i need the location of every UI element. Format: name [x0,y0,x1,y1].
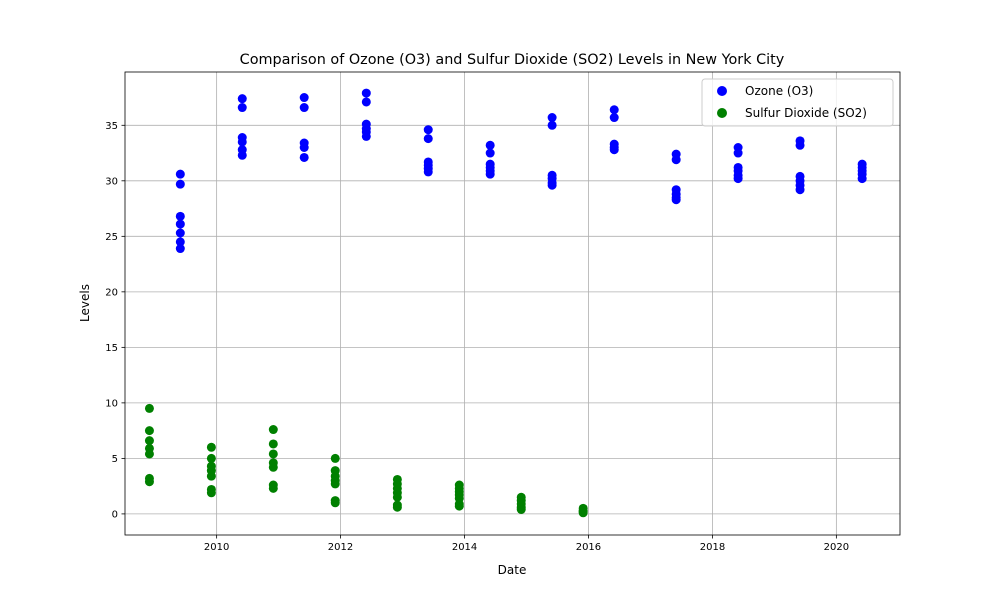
so2-point [144,449,154,459]
ozone-point [175,169,185,179]
x-tick-label: 2010 [204,542,229,553]
so2-point [330,498,340,508]
ozone-point [671,195,681,205]
ozone-point [671,155,681,165]
y-tick-label: 10 [105,398,118,409]
legend-label-so2: Sulfur Dioxide (SO2) [745,106,867,120]
so2-point [268,449,278,459]
so2-point [392,492,402,502]
ozone-point [175,211,185,221]
so2-point [206,442,216,452]
legend-box [701,78,894,127]
ozone-point [361,131,371,141]
ozone-point [423,125,433,135]
y-tick-label: 15 [105,343,118,354]
ozone-point [485,140,495,150]
legend-marker-so2 [717,108,727,118]
ozone-point [733,148,743,158]
so2-point [516,504,526,514]
ozone-point [175,219,185,229]
chart-title: Comparison of Ozone (O3) and Sulfur Diox… [240,52,785,68]
ozone-point [857,174,867,184]
axes-frame [124,71,901,536]
ozone-point [175,244,185,254]
axis-ticks: 2010 2012 2014 2016 2018 2020 0 5 10 15 20 25 30 35 [105,121,849,553]
ozone-series [175,88,867,254]
data-points [144,88,867,518]
ozone-point [237,103,247,113]
so2-point [454,501,464,511]
y-tick-label: 35 [105,121,118,132]
ozone-point [609,113,619,123]
ozone-point [175,237,185,247]
ozone-point [609,105,619,115]
ozone-point [175,179,185,189]
so2-point [144,477,154,487]
y-tick-label: 25 [105,232,118,243]
ozone-point [733,174,743,184]
so2-point [206,471,216,481]
so2-point [330,479,340,489]
ozone-point [361,88,371,98]
so2-point [268,439,278,449]
y-axis-label: Levels [78,284,92,322]
ozone-point [299,152,309,162]
so2-point [144,403,154,413]
ozone-point [485,148,495,158]
ozone-point [547,180,557,190]
ozone-point [299,103,309,113]
ozone-point [299,93,309,103]
ozone-point [795,140,805,150]
x-tick-label: 2012 [328,542,353,553]
ozone-point [423,134,433,144]
so2-point [144,426,154,436]
ozone-point [795,185,805,195]
so2-point [268,483,278,493]
ozone-point [609,145,619,155]
ozone-point [237,94,247,104]
so2-point [144,436,154,446]
x-axis-label: Date [498,563,527,577]
ozone-point [547,120,557,130]
legend: Ozone (O3) Sulfur Dioxide (SO2) [701,78,894,127]
so2-point [268,462,278,472]
ozone-point [175,228,185,238]
ozone-point [547,113,557,123]
ozone-point [423,167,433,177]
x-tick-label: 2018 [700,542,725,553]
ozone-point [237,150,247,160]
y-tick-label: 0 [112,509,118,520]
legend-marker-ozone [717,86,727,96]
x-tick-label: 2016 [576,542,601,553]
y-tick-label: 5 [112,454,118,465]
y-tick-label: 30 [105,176,118,187]
grid-lines [125,72,900,535]
so2-point [392,502,402,512]
so2-point [206,488,216,498]
legend-label-ozone: Ozone (O3) [745,84,813,98]
ozone-point [361,97,371,107]
y-tick-label: 20 [105,287,118,298]
so2-point [578,508,588,518]
so2-point [268,425,278,435]
ozone-point [299,143,309,152]
so2-point [330,453,340,463]
ozone-point [237,137,247,147]
x-tick-label: 2014 [452,542,477,553]
so2-point [206,453,216,463]
so2-series [144,403,588,518]
ozone-point [485,169,495,179]
x-tick-label: 2020 [824,542,849,553]
